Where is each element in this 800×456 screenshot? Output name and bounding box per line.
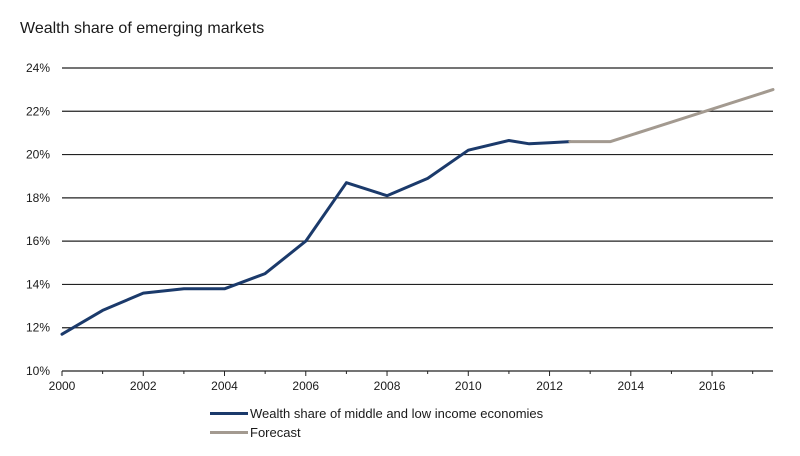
gridlines (62, 67, 773, 372)
x-tick-label: 2002 (130, 379, 157, 393)
series-lines (60, 88, 775, 336)
legend-item-forecast: Forecast (210, 423, 543, 442)
legend-swatch-forecast (210, 431, 248, 434)
y-tick-label: 24% (26, 61, 50, 75)
x-tick-label: 2004 (211, 379, 238, 393)
y-axis-ticks: 10% 12% 14% 16% 18% 20% 22% 24% (26, 61, 50, 378)
y-tick-label: 14% (26, 277, 50, 291)
y-tick-label: 18% (26, 191, 50, 205)
x-tick-label: 2016 (699, 379, 726, 393)
x-axis-ticks: 2000 2002 2004 2006 2008 2010 2012 2014 2016 (49, 371, 754, 393)
y-tick-label: 10% (26, 364, 50, 378)
series-line-historical (60, 139, 572, 336)
x-tick-label: 2000 (49, 379, 76, 393)
legend: Wealth share of middle and low income ec… (210, 404, 543, 442)
legend-swatch-historical (210, 412, 248, 415)
series-line-forecast (568, 88, 775, 144)
x-tick-label: 2014 (617, 379, 644, 393)
y-tick-label: 22% (26, 104, 50, 118)
x-tick-label: 2006 (292, 379, 319, 393)
y-tick-label: 16% (26, 234, 50, 248)
legend-label-forecast: Forecast (250, 425, 301, 440)
y-tick-label: 12% (26, 321, 50, 335)
x-tick-label: 2012 (536, 379, 563, 393)
legend-item-historical: Wealth share of middle and low income ec… (210, 404, 543, 423)
x-tick-label: 2008 (374, 379, 401, 393)
chart-title: Wealth share of emerging markets (20, 20, 265, 37)
x-tick-label: 2010 (455, 379, 482, 393)
y-tick-label: 20% (26, 148, 50, 162)
legend-label-historical: Wealth share of middle and low income ec… (250, 406, 544, 421)
